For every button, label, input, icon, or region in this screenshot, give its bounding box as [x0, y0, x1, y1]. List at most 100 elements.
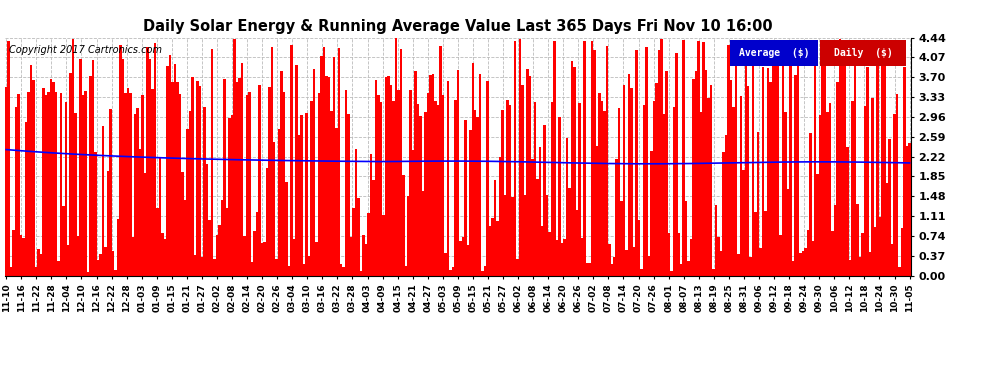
Bar [744, 65, 747, 276]
Bar [54, 93, 57, 276]
Bar [596, 146, 598, 276]
Bar [362, 235, 364, 276]
Bar [613, 257, 616, 276]
Bar [749, 256, 752, 276]
Text: Average  ($): Average ($) [739, 48, 809, 58]
Bar [48, 92, 50, 276]
Bar [837, 82, 839, 276]
Bar [509, 105, 511, 276]
Bar [839, 39, 842, 276]
Bar [843, 40, 846, 276]
Bar [377, 95, 380, 276]
Bar [156, 208, 158, 276]
Bar [553, 41, 556, 276]
Bar [725, 135, 727, 276]
Bar [40, 254, 43, 276]
Bar [735, 51, 738, 276]
Bar [504, 195, 506, 276]
Bar [558, 117, 561, 276]
Bar [643, 105, 645, 276]
Bar [563, 238, 566, 276]
Bar [161, 233, 163, 276]
Bar [886, 183, 888, 276]
Bar [382, 215, 385, 276]
Bar [677, 232, 680, 276]
Bar [437, 105, 440, 276]
Bar [417, 104, 420, 276]
Bar [526, 69, 529, 276]
FancyBboxPatch shape [730, 40, 819, 66]
Bar [367, 213, 370, 276]
Bar [603, 111, 606, 276]
Bar [343, 267, 345, 276]
Bar [536, 178, 539, 276]
Bar [318, 93, 320, 276]
Bar [519, 39, 521, 276]
Bar [883, 64, 886, 276]
Bar [320, 56, 323, 276]
Bar [275, 259, 278, 276]
Bar [191, 77, 194, 276]
Bar [812, 241, 814, 276]
Bar [325, 76, 328, 276]
Bar [99, 254, 102, 276]
Bar [248, 92, 250, 276]
Bar [539, 147, 541, 276]
Bar [464, 120, 466, 276]
Bar [147, 47, 148, 276]
Bar [89, 76, 92, 276]
Bar [466, 245, 469, 276]
Bar [675, 53, 677, 276]
Bar [797, 54, 799, 276]
Bar [667, 233, 670, 276]
Bar [690, 239, 692, 276]
Bar [206, 165, 209, 276]
Bar [226, 208, 229, 276]
Bar [303, 264, 305, 276]
Bar [352, 208, 354, 276]
Bar [611, 264, 613, 276]
Bar [263, 242, 265, 276]
Bar [856, 204, 858, 276]
Bar [186, 129, 189, 276]
Bar [430, 75, 432, 276]
Bar [832, 231, 834, 276]
Bar [524, 195, 526, 276]
Bar [626, 250, 628, 276]
Bar [290, 45, 293, 276]
Bar [104, 247, 107, 276]
Bar [258, 85, 260, 276]
Bar [229, 118, 231, 276]
Bar [328, 77, 330, 276]
Bar [623, 85, 626, 276]
Bar [802, 251, 804, 276]
Bar [491, 218, 494, 276]
Bar [476, 117, 479, 276]
Bar [124, 93, 127, 276]
Bar [323, 47, 325, 276]
Bar [333, 57, 335, 276]
Bar [45, 95, 48, 276]
Bar [114, 270, 117, 276]
Bar [586, 263, 588, 276]
Bar [534, 102, 536, 276]
Bar [310, 101, 313, 276]
Bar [422, 191, 425, 276]
Bar [28, 92, 30, 276]
Bar [792, 261, 794, 276]
Bar [680, 264, 682, 276]
Bar [38, 249, 40, 276]
Bar [834, 205, 837, 276]
Bar [878, 217, 881, 276]
Bar [593, 50, 596, 276]
Bar [784, 112, 787, 276]
Bar [59, 93, 62, 276]
Bar [214, 259, 216, 276]
Bar [285, 183, 288, 276]
Bar [631, 88, 633, 276]
Bar [357, 198, 359, 276]
Bar [657, 50, 660, 276]
Bar [848, 260, 851, 276]
Bar [43, 88, 45, 276]
Bar [819, 115, 822, 276]
